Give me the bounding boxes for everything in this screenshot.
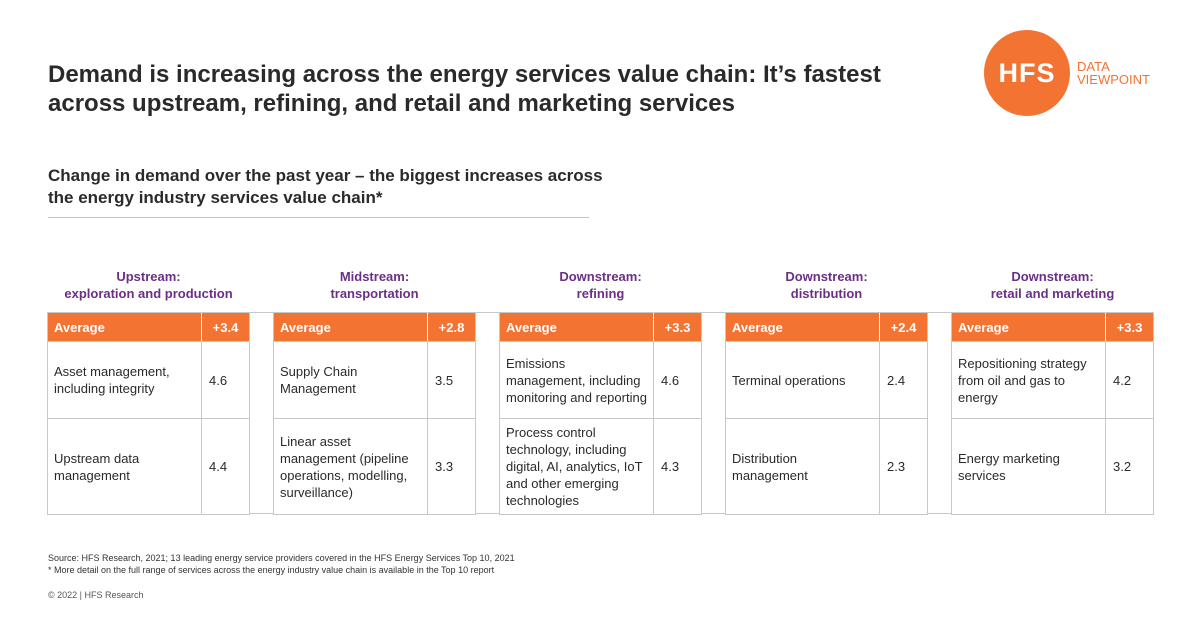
- source-note: Source: HFS Research, 2021; 13 leading e…: [48, 552, 515, 576]
- average-label: Average: [506, 319, 557, 335]
- service-name: Supply Chain Management: [280, 364, 358, 396]
- segment-panel-distribution: Downstream: distribution: [725, 267, 928, 310]
- logo-caption: DATA VIEWPOINT: [1077, 60, 1177, 86]
- segment-table-distribution: Average +2.4 Terminal operations 2.4 Dis…: [725, 312, 928, 515]
- average-value: +3.3: [653, 313, 701, 341]
- segment-panel-midstream: Midstream: transportation: [273, 267, 476, 310]
- table-row: Asset management, including integrity 4.…: [48, 341, 249, 418]
- table-row: Upstream data management 4.4: [48, 418, 249, 514]
- segment-title-line1: Midstream:: [339, 269, 410, 284]
- table-row: Linear asset management (pipeline operat…: [274, 418, 475, 514]
- service-name: Distribution management: [732, 450, 808, 483]
- segment-title: Upstream: exploration and production: [47, 267, 250, 310]
- segment-title-line1: Downstream:: [785, 269, 868, 284]
- segment-title: Downstream: distribution: [725, 267, 928, 310]
- service-score: 2.3: [879, 419, 927, 514]
- segment-panel-refining: Downstream: refining: [499, 267, 702, 310]
- logo-line2: VIEWPOINT: [1077, 72, 1150, 87]
- segment-title-line2: transportation: [330, 286, 419, 301]
- service-score: 3.3: [427, 419, 475, 514]
- source-line: Source: HFS Research, 2021; 13 leading e…: [48, 553, 515, 563]
- segment-title-line1: Downstream:: [559, 269, 642, 284]
- segment-table-upstream: Average +3.4 Asset management, including…: [47, 312, 250, 515]
- average-label: Average: [54, 319, 105, 335]
- hfs-logo: HFS: [984, 30, 1070, 116]
- segment-title-line2: distribution: [790, 286, 863, 301]
- table-gutter: [928, 312, 951, 514]
- segment-table-midstream: Average +2.8 Supply Chain Management 3.5…: [273, 312, 476, 515]
- service-score: 4.6: [201, 342, 249, 418]
- average-row: Average +3.3: [952, 313, 1153, 341]
- average-label: Average: [280, 319, 331, 335]
- average-label: Average: [958, 319, 1009, 335]
- service-name: Process control technology, including di…: [506, 425, 643, 508]
- service-score: 3.5: [427, 342, 475, 418]
- subtitle-divider: [48, 217, 589, 218]
- segment-table-refining: Average +3.3 Emissions management, inclu…: [499, 312, 702, 515]
- table-row: Energy marketing services 3.2: [952, 418, 1153, 514]
- service-name: Terminal operations: [732, 372, 846, 388]
- service-score: 2.4: [879, 342, 927, 418]
- service-name: Linear asset management (pipeline operat…: [280, 433, 409, 500]
- average-value: +3.4: [201, 313, 249, 341]
- average-value: +2.8: [427, 313, 475, 341]
- segment-title: Midstream: transportation: [273, 267, 476, 310]
- segment-table-retail: Average +3.3 Repositioning strategy from…: [951, 312, 1154, 515]
- average-row: Average +3.3: [500, 313, 701, 341]
- service-name: Upstream data management: [54, 450, 140, 483]
- footnote-line: * More detail on the full range of servi…: [48, 565, 495, 575]
- logo-line1: DATA: [1077, 59, 1110, 74]
- table-row: Terminal operations 2.4: [726, 341, 927, 418]
- service-name: Asset management, including integrity: [54, 364, 170, 396]
- service-score: 4.3: [653, 419, 701, 514]
- segment-title-line1: Downstream:: [1011, 269, 1094, 284]
- table-row: Supply Chain Management 3.5: [274, 341, 475, 418]
- segment-panel-retail: Downstream: retail and marketing: [951, 267, 1154, 310]
- table-gutter: [250, 312, 273, 514]
- average-row: Average +2.8: [274, 313, 475, 341]
- table-row: Distribution management 2.3: [726, 418, 927, 514]
- segment-title-line1: Upstream:: [116, 269, 181, 284]
- average-row: Average +2.4: [726, 313, 927, 341]
- service-score: 4.2: [1105, 342, 1153, 418]
- average-value: +3.3: [1105, 313, 1153, 341]
- chart-subtitle: Change in demand over the past year – th…: [48, 166, 603, 207]
- average-value: +2.4: [879, 313, 927, 341]
- segment-title-line2: retail and marketing: [990, 286, 1115, 301]
- table-gutter: [702, 312, 725, 514]
- logo-mark: HFS: [998, 57, 1056, 88]
- service-name: Emissions management, including monitori…: [506, 355, 647, 405]
- segment-title: Downstream: retail and marketing: [951, 267, 1154, 310]
- segment-title: Downstream: refining: [499, 267, 702, 310]
- average-row: Average +3.4: [48, 313, 249, 341]
- service-name: Energy marketing services: [958, 450, 1060, 483]
- table-row: Emissions management, including monitori…: [500, 341, 701, 418]
- average-label: Average: [732, 319, 783, 335]
- copyright: © 2022 | HFS Research: [48, 590, 144, 600]
- table-gutter: [476, 312, 499, 514]
- segment-title-line2: exploration and production: [64, 286, 233, 301]
- service-score: 4.6: [653, 342, 701, 418]
- segment-panel-upstream: Upstream: exploration and production: [47, 267, 250, 310]
- table-row: Repositioning strategy from oil and gas …: [952, 341, 1153, 418]
- service-score: 3.2: [1105, 419, 1153, 514]
- segment-title-line2: refining: [576, 286, 625, 301]
- service-name: Repositioning strategy from oil and gas …: [958, 355, 1087, 405]
- table-row: Process control technology, including di…: [500, 418, 701, 514]
- page-title: Demand is increasing across the energy s…: [48, 61, 881, 117]
- service-score: 4.4: [201, 419, 249, 514]
